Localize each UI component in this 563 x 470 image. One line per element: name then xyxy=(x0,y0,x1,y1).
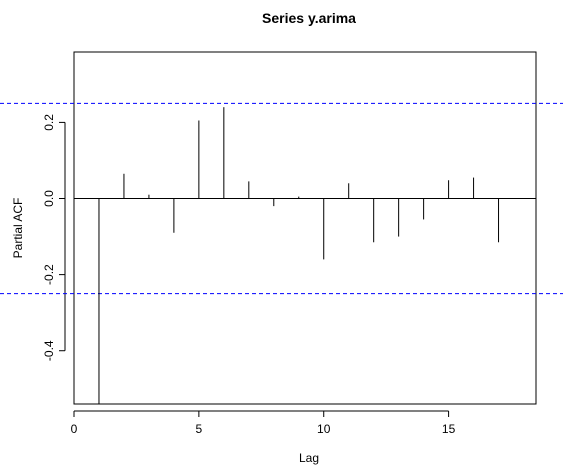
y-tick-label: 0.0 xyxy=(42,190,56,207)
plot-frame xyxy=(73,51,537,405)
y-axis: -0.4 -0.2 0.0 0.2 xyxy=(42,114,66,361)
x-tick-label: 5 xyxy=(196,422,203,436)
chart-title: Series y.arima xyxy=(262,10,356,26)
x-axis: 0 5 10 15 xyxy=(71,410,456,436)
confidence-bounds xyxy=(0,102,563,295)
x-tick-label: 0 xyxy=(71,422,78,436)
x-axis-label: Lag xyxy=(299,451,319,465)
y-tick-label: 0.2 xyxy=(42,114,56,131)
y-axis-label: Partial ACF xyxy=(11,198,25,259)
x-tick-label: 15 xyxy=(442,422,456,436)
x-tick-label: 10 xyxy=(317,422,331,436)
y-tick-label: -0.2 xyxy=(42,264,56,285)
pacf-bars xyxy=(98,107,500,404)
y-tick-label: -0.4 xyxy=(42,340,56,361)
